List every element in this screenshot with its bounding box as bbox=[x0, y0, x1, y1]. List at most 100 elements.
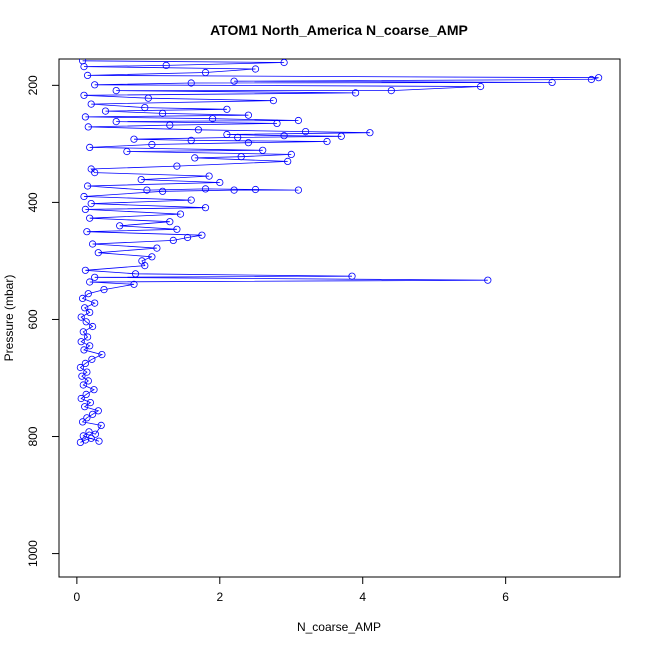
y-tick-label: 1000 bbox=[26, 540, 40, 567]
data-point bbox=[230, 77, 238, 85]
data-point bbox=[86, 342, 94, 350]
data-point bbox=[116, 222, 124, 230]
x-tick-label: 2 bbox=[216, 590, 223, 604]
data-point bbox=[301, 128, 310, 136]
data-point bbox=[90, 386, 98, 394]
data-point bbox=[84, 290, 92, 298]
data-point bbox=[86, 398, 95, 407]
data-point bbox=[80, 346, 88, 354]
data-point bbox=[194, 126, 202, 134]
data-point bbox=[148, 253, 156, 261]
data-point bbox=[476, 82, 485, 91]
data-point bbox=[88, 355, 96, 363]
data-point bbox=[387, 87, 395, 95]
x-tick-label: 0 bbox=[74, 590, 81, 604]
data-point bbox=[251, 65, 260, 73]
data-point bbox=[144, 94, 152, 102]
data-point bbox=[205, 172, 213, 180]
data-point bbox=[87, 434, 95, 442]
data-point bbox=[273, 119, 281, 128]
data-point bbox=[77, 313, 85, 321]
data-point bbox=[201, 68, 210, 77]
data-point bbox=[79, 59, 87, 65]
data-point bbox=[166, 218, 174, 226]
x-axis: 0 2 4 6 bbox=[74, 577, 509, 604]
data-point bbox=[162, 61, 170, 70]
data-point bbox=[187, 196, 195, 204]
plot-area bbox=[76, 59, 603, 446]
data-point bbox=[89, 240, 97, 248]
data-point bbox=[223, 105, 231, 113]
data-point bbox=[87, 100, 95, 108]
data-point bbox=[280, 59, 288, 67]
data-point bbox=[80, 192, 88, 201]
data-point bbox=[86, 214, 94, 222]
data-point bbox=[84, 333, 92, 341]
data-point bbox=[84, 71, 92, 80]
data-point bbox=[81, 403, 89, 411]
data-point bbox=[86, 308, 94, 316]
data-point bbox=[294, 186, 302, 194]
data-point bbox=[78, 372, 86, 380]
data-point bbox=[176, 210, 185, 218]
x-tick-label: 4 bbox=[359, 590, 366, 604]
data-point bbox=[91, 299, 99, 307]
data-point bbox=[86, 143, 94, 151]
data-point bbox=[153, 244, 161, 252]
data-point bbox=[98, 350, 106, 359]
data-point bbox=[234, 133, 242, 141]
data-point bbox=[323, 137, 331, 146]
data-point bbox=[143, 186, 151, 194]
data-point bbox=[77, 338, 85, 346]
data-point bbox=[348, 272, 356, 280]
chart-title: ATOM1 North_America N_coarse_AMP bbox=[210, 22, 468, 38]
data-point bbox=[366, 129, 374, 137]
data-point bbox=[223, 130, 231, 139]
data-point bbox=[131, 270, 140, 278]
data-point bbox=[87, 200, 95, 208]
data-point bbox=[91, 430, 100, 438]
data-point bbox=[94, 407, 102, 415]
data-point bbox=[148, 140, 156, 149]
data-point bbox=[87, 165, 95, 173]
data-point bbox=[89, 322, 97, 331]
data-point bbox=[269, 97, 277, 105]
data-point bbox=[251, 185, 260, 194]
data-point bbox=[85, 428, 93, 436]
y-tick-label: 600 bbox=[26, 309, 40, 329]
data-point bbox=[79, 294, 87, 302]
data-point bbox=[112, 118, 120, 126]
data-point bbox=[337, 132, 345, 140]
series-line bbox=[79, 60, 599, 443]
data-point bbox=[209, 115, 217, 123]
data-point bbox=[201, 185, 210, 193]
data-point bbox=[79, 328, 87, 336]
data-point bbox=[112, 87, 120, 95]
data-point bbox=[280, 132, 288, 140]
data-point bbox=[141, 104, 149, 112]
data-point bbox=[91, 81, 99, 89]
data-point bbox=[230, 186, 238, 194]
data-point bbox=[79, 432, 87, 440]
data-point bbox=[294, 116, 302, 125]
data-point bbox=[484, 276, 492, 284]
data-point bbox=[351, 89, 360, 97]
data-point bbox=[82, 390, 90, 398]
data-point bbox=[82, 318, 90, 326]
data-point bbox=[77, 394, 85, 403]
data-point bbox=[287, 150, 295, 158]
data-point bbox=[83, 228, 91, 236]
data-point bbox=[84, 182, 92, 190]
data-point bbox=[94, 249, 102, 257]
data-point bbox=[594, 74, 603, 82]
data-point bbox=[548, 78, 556, 87]
x-axis-label: N_coarse_AMP bbox=[297, 620, 381, 634]
y-axis-label: Pressure (mbar) bbox=[2, 275, 16, 362]
data-point bbox=[81, 359, 90, 367]
data-point bbox=[81, 113, 90, 121]
data-point bbox=[100, 285, 108, 294]
data-point bbox=[80, 91, 88, 99]
data-point bbox=[173, 225, 181, 233]
